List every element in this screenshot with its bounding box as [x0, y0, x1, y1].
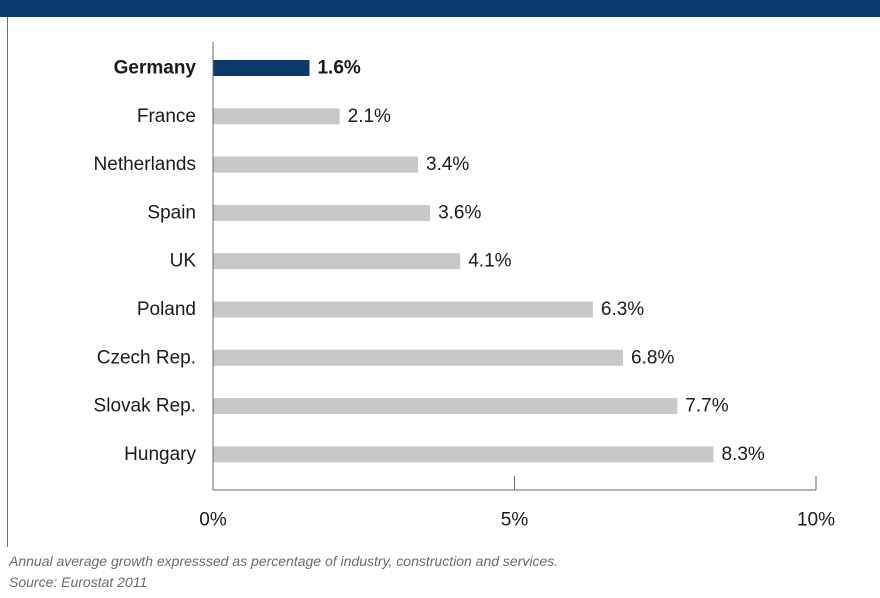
footnote-source: Source: Eurostat 2011: [9, 574, 148, 590]
value-label-slovak-rep: 7.7%: [685, 396, 728, 417]
value-label-germany: 1.6%: [317, 58, 360, 79]
category-label-france: France: [137, 106, 196, 127]
value-label-france: 2.1%: [348, 106, 391, 127]
category-label-uk: UK: [170, 251, 197, 272]
value-label-hungary: 8.3%: [721, 444, 764, 465]
header-band: [0, 0, 880, 17]
category-label-hungary: Hungary: [124, 444, 196, 465]
bar-france: [213, 108, 340, 125]
value-label-netherlands: 3.4%: [426, 154, 469, 175]
bar-slovak-rep: [213, 398, 678, 415]
growth-bar-chart: Germany 1.6% France 2.1% Netherlands 3.4% Spai…: [94, 42, 835, 531]
bar-germany: [213, 60, 310, 76]
bar-czech-rep: [213, 349, 624, 366]
value-label-uk: 4.1%: [468, 251, 511, 272]
bar-spain: [213, 204, 431, 221]
x-tick-label-10: 10%: [797, 510, 835, 531]
bars-group: Germany 1.6% France 2.1% Netherlands 3.4% Spai…: [94, 58, 765, 465]
x-ticks-group: 0% 5% 10%: [199, 476, 835, 531]
frame-left-rule: [7, 17, 8, 547]
bar-uk: [213, 253, 461, 270]
value-label-czech-rep: 6.8%: [631, 347, 674, 368]
category-label-germany: Germany: [114, 58, 197, 79]
bar-hungary: [213, 446, 714, 463]
bar-poland: [213, 301, 593, 318]
value-label-poland: 6.3%: [601, 299, 644, 320]
value-label-spain: 3.6%: [438, 202, 481, 223]
category-label-slovak-rep: Slovak Rep.: [94, 396, 196, 417]
x-tick-label-0: 0%: [199, 510, 227, 531]
category-label-poland: Poland: [137, 299, 196, 320]
category-label-netherlands: Netherlands: [94, 154, 196, 175]
x-tick-label-5: 5%: [501, 510, 529, 531]
bar-netherlands: [213, 156, 419, 173]
category-label-czech-rep: Czech Rep.: [97, 347, 196, 368]
footnote-description: Annual average growth expresssed as perc…: [9, 553, 559, 569]
category-label-spain: Spain: [147, 202, 196, 223]
